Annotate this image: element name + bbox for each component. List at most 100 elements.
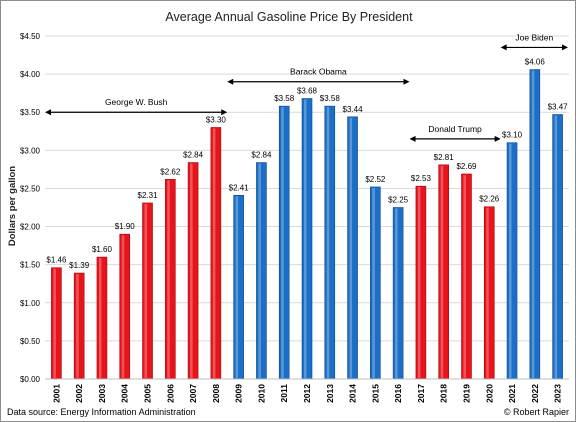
bar-2014 <box>347 116 358 380</box>
bar-2017 <box>415 185 427 380</box>
x-tick-label: 2021 <box>507 384 517 403</box>
annotation-label: George W. Bush <box>105 97 168 107</box>
data-label-2019: $2.69 <box>456 162 477 171</box>
bar-highlight <box>190 163 193 378</box>
bar-highlight <box>395 208 398 378</box>
bar-2006 <box>165 178 176 380</box>
bar-highlight <box>486 207 489 378</box>
bar-2015 <box>370 186 381 380</box>
x-tick-label: 2014 <box>348 384 358 403</box>
bar-highlight <box>98 258 102 378</box>
bar-2009 <box>233 195 244 380</box>
x-tick-label: 2008 <box>211 384 221 403</box>
data-label-2002: $1.39 <box>69 261 90 270</box>
data-labels: $1.46$1.39$1.60$1.90$2.31$2.62$2.84$3.30… <box>46 58 568 271</box>
data-label-2001: $1.46 <box>46 256 67 265</box>
data-label-2009: $2.41 <box>229 183 250 192</box>
copyright-credit: © Robert Rapier <box>504 407 569 417</box>
x-axis-ticks: 2001 2002 2003 2004 2005 2006 2007 2008 2009 2010… <box>51 384 562 403</box>
bar-highlight <box>53 268 56 378</box>
x-tick-label: 2018 <box>439 384 449 403</box>
bar-highlight <box>349 117 353 378</box>
bar-highlight <box>326 107 330 378</box>
x-tick-label: 2020 <box>484 384 494 403</box>
bar-highlight <box>167 180 170 378</box>
bar-highlight <box>417 187 421 378</box>
bar-2001 <box>51 267 62 380</box>
y-tick-label: $4.00 <box>20 70 41 79</box>
bar-highlight <box>235 196 239 378</box>
x-tick-label: 2023 <box>553 384 563 403</box>
x-tick-label: 2010 <box>256 384 266 403</box>
arrowhead-right <box>494 135 501 142</box>
y-tick-label: $1.50 <box>20 261 41 270</box>
bar-2020 <box>483 206 495 380</box>
data-label-2012: $3.68 <box>297 87 318 96</box>
x-tick-label: 2002 <box>74 384 84 403</box>
bar-2007 <box>187 162 199 380</box>
data-label-2020: $2.26 <box>479 195 500 204</box>
arrowhead-left <box>227 78 234 85</box>
bar-highlight <box>258 163 261 378</box>
data-label-2007: $2.84 <box>183 151 204 160</box>
data-label-2015: $2.52 <box>365 175 386 184</box>
chart-title: Average Annual Gasoline Price By Preside… <box>165 10 413 24</box>
arrowhead-left <box>45 109 51 116</box>
data-label-2005: $2.31 <box>138 191 159 200</box>
annotation-barack-obama: Barack Obama <box>227 67 410 85</box>
bar-highlight <box>531 70 535 378</box>
bar-2019 <box>461 173 472 380</box>
x-tick-label: 2015 <box>370 384 380 403</box>
data-label-2006: $2.62 <box>160 167 181 176</box>
bar-highlight <box>281 107 284 378</box>
x-tick-label: 2001 <box>51 384 61 403</box>
y-tick-label: $3.00 <box>20 146 41 155</box>
annotation-donald-trump: Donald Trump <box>409 124 501 142</box>
x-tick-label: 2011 <box>279 384 289 403</box>
bar-2012 <box>301 98 313 380</box>
president-annotations: George W. Bush Barack Obama Donald Trump Jo… <box>45 32 568 142</box>
bar-highlight <box>463 174 466 378</box>
x-tick-label: 2003 <box>97 384 107 403</box>
bar-highlight <box>212 128 216 378</box>
bar-highlight <box>509 143 512 378</box>
data-label-2013: $3.58 <box>320 94 341 103</box>
bar-2002 <box>73 272 85 380</box>
data-label-2011: $3.58 <box>274 94 295 103</box>
x-tick-label: 2016 <box>393 384 403 403</box>
x-tick-label: 2017 <box>416 384 426 403</box>
bar-2023 <box>552 114 563 380</box>
bars <box>51 69 563 380</box>
y-tick-label: $2.00 <box>20 223 41 232</box>
arrowhead-right <box>221 109 228 116</box>
y-axis-ticks: $0.00 $0.50 $1.00 $1.50 $2.00 $2.50 $3.00 $3.50… <box>20 32 41 384</box>
bar-2018 <box>438 164 449 380</box>
data-label-2014: $3.44 <box>343 105 364 114</box>
bar-highlight <box>144 203 148 378</box>
data-label-2021: $3.10 <box>502 131 523 140</box>
y-tick-label: $1.00 <box>20 299 41 308</box>
y-tick-label: $0.00 <box>20 375 41 384</box>
bar-highlight <box>304 99 307 378</box>
x-tick-label: 2004 <box>120 384 130 403</box>
annotation-george-w-bush: George W. Bush <box>45 97 228 116</box>
data-label-2018: $2.81 <box>434 153 455 162</box>
y-axis-label: Dollars per gallon <box>7 166 18 246</box>
x-tick-label: 2012 <box>302 384 312 403</box>
data-label-2017: $2.53 <box>411 174 432 183</box>
bar-2013 <box>324 105 336 380</box>
bar-highlight <box>121 235 125 378</box>
bar-highlight <box>372 187 375 378</box>
bar-highlight <box>440 165 444 378</box>
x-tick-label: 2006 <box>165 384 175 403</box>
data-label-2010: $2.84 <box>251 151 272 160</box>
data-label-2008: $3.30 <box>206 115 227 124</box>
x-tick-label: 2009 <box>234 384 244 403</box>
bar-highlight <box>554 115 558 379</box>
y-tick-label: $2.50 <box>20 184 41 193</box>
annotation-label: Barack Obama <box>290 67 347 77</box>
y-tick-label: $0.50 <box>20 337 41 346</box>
arrowhead-right <box>562 44 568 51</box>
bar-2022 <box>529 69 541 380</box>
